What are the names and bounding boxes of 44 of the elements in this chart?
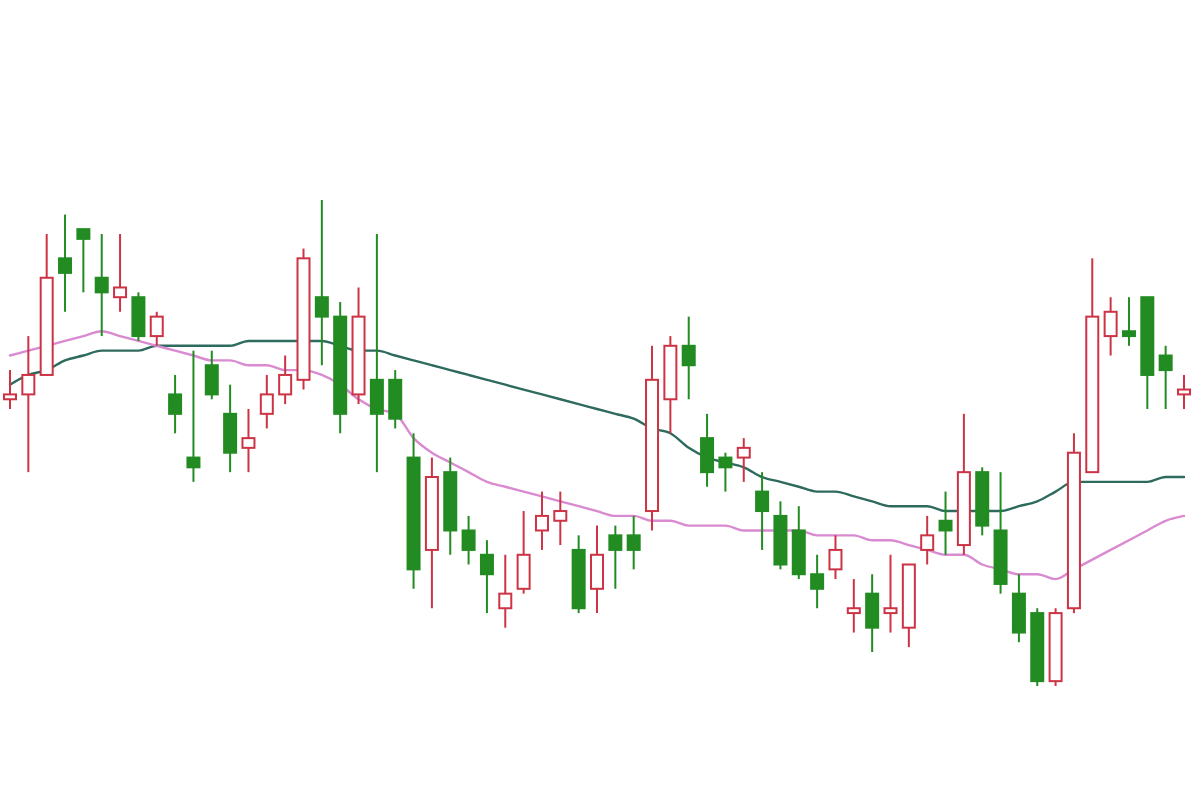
candlestick [204,349,219,401]
candlestick [516,510,531,595]
candlestick [1011,573,1026,644]
candlestick [94,233,109,338]
candlestick [223,383,238,474]
candlestick [388,369,403,430]
candlestick [700,412,715,488]
candlestick [755,471,770,551]
candlestick [883,553,898,634]
candlestick [461,514,476,566]
candlestick [590,524,604,615]
candlestick [681,315,696,401]
candlestick [920,514,935,566]
candlestick [626,514,641,571]
candlestick [938,490,953,556]
candlestick [278,354,293,406]
candlestick [608,524,623,590]
candlestick [479,539,494,615]
candlestick [241,407,256,474]
candlestick [846,578,861,634]
candlestick [1177,373,1191,410]
candlestick [791,505,806,581]
candlestick [21,335,36,474]
candlestick [186,349,201,483]
candlestick [553,490,568,547]
candlestick [865,573,880,653]
candlestick [828,534,843,581]
candlestick [369,233,384,474]
candlestick [534,490,549,551]
candlestick [149,310,164,347]
candlestick [1103,296,1118,357]
candlestick [168,373,183,435]
candlestick [314,199,329,367]
candlestick [1158,344,1173,410]
candlestick [810,553,825,610]
candlestick [1121,296,1136,347]
candlestick [718,451,733,493]
candlestick [498,553,513,629]
candlestick [58,213,73,313]
candlestick [76,228,91,294]
candlestick [131,291,146,342]
candlestick [259,373,274,430]
candlestick [736,437,751,483]
candlestick [113,233,128,313]
